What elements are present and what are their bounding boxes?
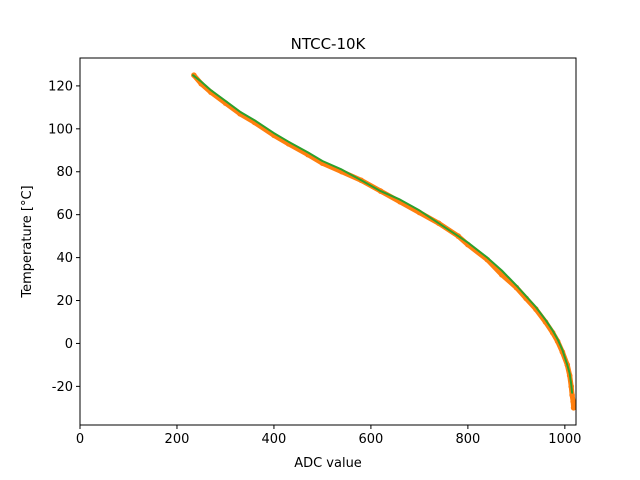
series-1-line <box>192 74 574 394</box>
x-tick-label-1: 200 <box>165 432 190 447</box>
series-0-point-31 <box>570 398 576 405</box>
x-tick-label-5: 1000 <box>548 432 581 447</box>
series-0-band <box>191 72 577 411</box>
x-tick-label-4: 800 <box>455 432 480 447</box>
chart-title: NTCC-10K <box>291 35 367 53</box>
y-tick-label-2: 20 <box>56 294 73 309</box>
series-0-point-32 <box>570 405 577 411</box>
y-tick-label-4: 60 <box>56 208 73 223</box>
y-axis-ticks: -20 0 20 40 60 80 100 120 <box>48 79 80 395</box>
plot-frame <box>79 57 577 426</box>
x-tick-label-2: 400 <box>262 432 287 447</box>
y-tick-label-0: -20 <box>52 380 73 395</box>
plot-area <box>191 72 577 411</box>
series-0-point-30 <box>569 392 575 398</box>
y-tick-label-6: 100 <box>48 122 73 137</box>
series-0-point-19 <box>499 272 505 278</box>
y-tick-label-7: 120 <box>48 79 73 94</box>
y-tick-label-3: 40 <box>56 251 73 266</box>
x-axis-label: ADC value <box>294 456 362 471</box>
y-axis-label: Temperature [°C] <box>20 185 35 298</box>
y-tick-label-1: 0 <box>65 337 73 352</box>
x-tick-label-0: 0 <box>76 432 84 447</box>
x-axis-ticks: 0 200 400 600 800 1000 <box>76 425 581 447</box>
y-tick-label-5: 80 <box>56 165 73 180</box>
x-tick-label-3: 600 <box>358 432 383 447</box>
